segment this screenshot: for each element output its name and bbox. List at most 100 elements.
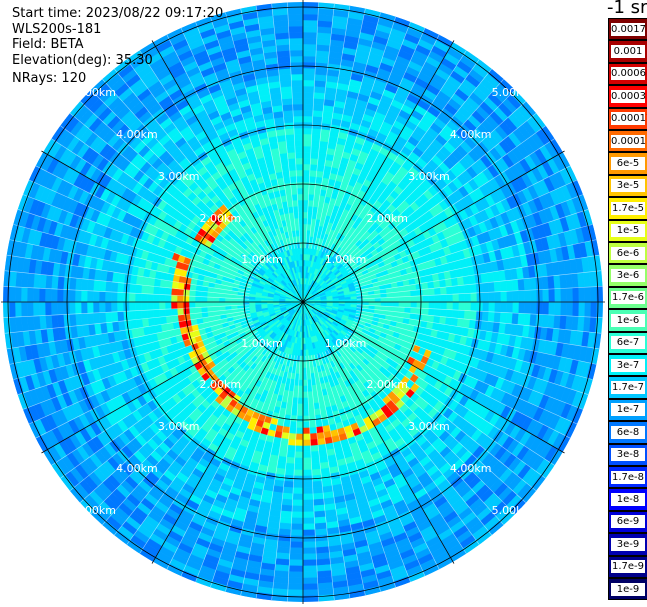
range-bin (380, 297, 388, 303)
range-bin (176, 301, 184, 309)
range-bin (38, 287, 46, 303)
range-bin (14, 286, 22, 303)
range-bin (310, 151, 319, 160)
range-bin (302, 511, 315, 519)
range-bin (440, 294, 448, 303)
range-bin (288, 433, 297, 441)
range-bin (111, 311, 119, 323)
range-bin (105, 281, 113, 293)
range-bin (410, 295, 418, 303)
range-bin (286, 450, 296, 459)
range-bin (469, 310, 477, 321)
range-bin (463, 310, 471, 320)
range-bin (493, 311, 501, 323)
range-bin (289, 421, 297, 429)
range-bin (285, 462, 295, 470)
range-bin (302, 469, 313, 477)
range-bin (428, 301, 436, 310)
range-bin (302, 193, 309, 201)
range-bin (302, 187, 310, 195)
range-bin (548, 288, 556, 303)
range-bin (302, 385, 308, 393)
range-bin (292, 493, 304, 501)
range-bin (111, 281, 119, 293)
range-bin (307, 199, 314, 207)
range-bin (309, 163, 318, 171)
range-bin (98, 301, 106, 313)
range-bin (291, 403, 298, 411)
range-bin (530, 301, 538, 315)
range-bin (32, 301, 40, 317)
range-bin (404, 296, 412, 303)
range-bin (283, 480, 294, 488)
range-bin (433, 315, 441, 324)
range-bin (380, 301, 388, 307)
range-bin (446, 301, 454, 311)
range-bin (307, 397, 314, 405)
range-bin (87, 312, 95, 325)
range-bin (171, 314, 179, 323)
range-bin (81, 313, 89, 326)
range-bin (128, 292, 136, 303)
range-bin (302, 517, 315, 525)
range-bin (277, 534, 291, 542)
range-bin (68, 301, 76, 315)
range-bin (560, 287, 568, 303)
range-bin (439, 316, 447, 325)
range-bin (314, 522, 328, 530)
range-bin (278, 528, 292, 536)
range-bin (305, 349, 309, 357)
range-bin (302, 115, 313, 123)
range-bin (110, 291, 118, 303)
range-bin (309, 433, 318, 441)
range-bin (505, 312, 513, 325)
range-bin (117, 311, 125, 322)
range-bin (8, 286, 16, 303)
range-bin (297, 397, 304, 405)
range-bin (458, 293, 466, 303)
range-bin (500, 291, 508, 303)
range-bin (56, 288, 64, 303)
range-bin (302, 181, 310, 189)
range-bin (50, 288, 58, 303)
range-bin (410, 289, 418, 297)
range-bin (313, 510, 326, 518)
range-bin (302, 379, 308, 387)
range-bin (152, 293, 160, 303)
range-bin (164, 301, 172, 310)
range-bin (308, 181, 316, 189)
range-bin (428, 294, 436, 303)
range-bin (302, 127, 313, 135)
range-bin (182, 301, 190, 309)
range-bin (511, 279, 519, 292)
range-bin (279, 516, 292, 524)
range-bin (75, 313, 83, 327)
range-bin (572, 301, 580, 317)
range-bin (293, 481, 304, 489)
range-bin (488, 291, 496, 303)
range-bin (302, 487, 314, 495)
range-bin (481, 282, 489, 293)
range-bin (38, 301, 46, 317)
range-bin (86, 301, 94, 314)
range-bin (200, 301, 208, 308)
range-bin (188, 295, 196, 303)
range-bin (314, 68, 328, 76)
range-bin (458, 301, 466, 311)
range-bin (290, 409, 298, 417)
range-bin (505, 279, 513, 292)
range-bin (297, 403, 304, 411)
range-bin (416, 301, 424, 309)
range-bin (302, 553, 317, 561)
range-bin (416, 295, 424, 303)
range-bin (452, 293, 460, 303)
range-bin (182, 289, 190, 297)
range-bin (74, 301, 82, 315)
range-bin (314, 74, 328, 82)
range-bin (182, 307, 190, 315)
range-bin (206, 296, 214, 303)
range-bin (350, 298, 358, 303)
range-bin (146, 285, 155, 295)
range-bin (302, 61, 316, 69)
range-bin (517, 313, 525, 326)
